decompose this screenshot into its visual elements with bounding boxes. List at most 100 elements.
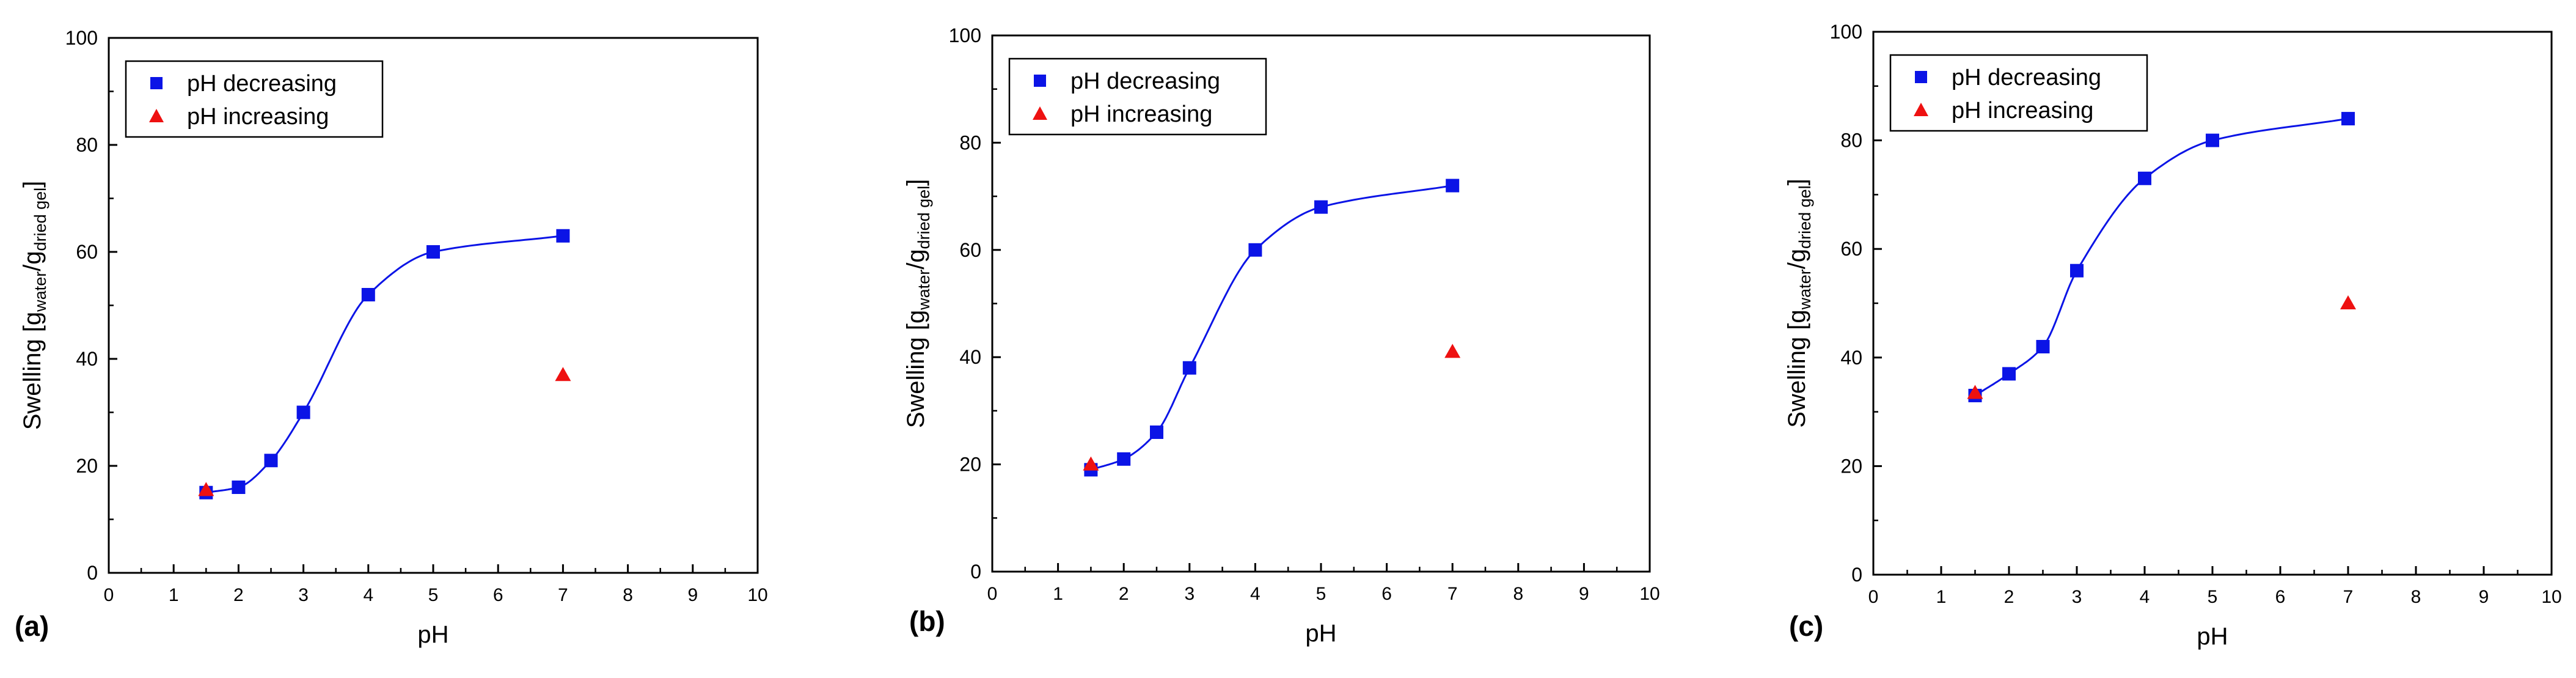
y-axis-title-end: ]	[19, 181, 46, 188]
data-point-decreasing	[426, 245, 440, 259]
x-tick-label: 7	[2343, 587, 2354, 607]
x-tick-label: 3	[298, 585, 309, 605]
legend-label: pH increasing	[187, 104, 329, 130]
legend-marker-triangle	[1914, 103, 1928, 116]
y-tick-label: 80	[959, 131, 981, 153]
data-point-decreasing	[232, 481, 246, 494]
y-axis-title-sub: dried gel	[31, 188, 49, 251]
x-tick-label: 10	[747, 585, 767, 605]
y-axis-title-sub: dried gel	[1796, 185, 1814, 249]
data-point-decreasing	[2036, 340, 2050, 354]
data-point-decreasing	[296, 405, 310, 419]
data-point-decreasing	[2138, 171, 2151, 185]
data-point-decreasing	[1117, 452, 1131, 466]
data-point-decreasing	[556, 229, 570, 243]
legend-marker-triangle	[149, 109, 164, 122]
x-axis-title: pH	[2197, 623, 2228, 650]
data-point-increasing	[1083, 456, 1099, 471]
data-point-decreasing	[264, 454, 278, 468]
x-tick-label: 2	[1119, 584, 1129, 604]
x-tick-label: 0	[1868, 587, 1879, 607]
x-tick-label: 7	[558, 585, 568, 605]
y-axis-title-end: ]	[902, 179, 929, 186]
x-tick-label: 1	[1936, 587, 1947, 607]
y-tick-label: 100	[65, 27, 98, 49]
x-tick-label: 4	[2140, 587, 2150, 607]
y-axis-title: Swelling [gwater/gdried gel]	[902, 179, 933, 429]
x-tick-label: 10	[2541, 587, 2561, 607]
fit-curve	[1090, 185, 1453, 471]
y-axis-title-sub: water	[31, 271, 49, 312]
x-tick-label: 3	[2072, 587, 2082, 607]
y-tick-label: 0	[970, 561, 981, 583]
x-axis-title: pH	[417, 621, 448, 648]
x-tick-label: 7	[1447, 584, 1458, 604]
data-point-decreasing	[1248, 243, 1262, 257]
legend-label: pH increasing	[1070, 101, 1212, 127]
panel-label: (a)	[15, 610, 49, 642]
y-tick-label: 0	[87, 562, 98, 584]
y-axis-title-main: Swelling [g	[19, 312, 46, 430]
data-point-decreasing	[1182, 361, 1196, 375]
x-tick-label: 1	[169, 585, 179, 605]
data-point-increasing	[2340, 295, 2356, 309]
legend-label: pH decreasing	[1070, 68, 1220, 94]
legend-marker-square	[1034, 75, 1046, 87]
y-axis-title-sub: dried gel	[915, 186, 933, 249]
legend-label: pH decreasing	[187, 71, 337, 97]
x-tick-label: 8	[1513, 584, 1523, 604]
panel-label: (b)	[909, 605, 945, 637]
y-tick-label: 20	[76, 455, 98, 477]
legend-marker-square	[1915, 71, 1927, 83]
x-tick-label: 9	[1579, 584, 1589, 604]
x-tick-label: 2	[2004, 587, 2014, 607]
data-point-decreasing	[2002, 367, 2016, 381]
x-tick-label: 6	[1381, 584, 1392, 604]
x-tick-label: 6	[2275, 587, 2286, 607]
legend-label: pH decreasing	[1952, 65, 2101, 90]
y-tick-label: 80	[76, 134, 98, 156]
y-tick-label: 60	[959, 239, 981, 261]
y-axis-title: Swelling [gwater/gdried gel]	[19, 181, 49, 430]
data-point-decreasing	[2206, 133, 2219, 147]
x-tick-label: 0	[104, 585, 114, 605]
x-axis-title: pH	[1305, 620, 1336, 647]
y-tick-label: 0	[1851, 564, 1862, 586]
data-point-increasing	[198, 482, 214, 496]
x-tick-label: 8	[623, 585, 633, 605]
data-point-decreasing	[1314, 200, 1328, 214]
data-point-decreasing	[2341, 112, 2355, 126]
y-axis-title-mid: /g	[1784, 249, 1810, 269]
fit-curve	[1974, 117, 2349, 397]
y-tick-label: 60	[1840, 238, 1862, 260]
data-point-decreasing	[1150, 425, 1163, 439]
legend-label: pH increasing	[1952, 98, 2093, 123]
data-point-increasing	[1967, 385, 1983, 399]
y-axis-title-sub: water	[915, 270, 933, 311]
y-tick-label: 40	[1840, 347, 1862, 369]
x-tick-label: 9	[2479, 587, 2489, 607]
y-tick-label: 100	[1830, 21, 1862, 43]
y-axis-title-main: Swelling [g	[1784, 309, 1810, 427]
legend-marker-square	[150, 77, 163, 89]
data-point-increasing	[1444, 344, 1461, 358]
y-tick-label: 20	[1840, 455, 1862, 477]
y-tick-label: 40	[959, 346, 981, 368]
y-axis-title-sub: water	[1796, 269, 1814, 310]
fit-curve	[206, 235, 563, 494]
data-point-decreasing	[2070, 263, 2084, 278]
y-axis-title-mid: /g	[19, 251, 46, 271]
x-tick-label: 5	[1316, 584, 1326, 604]
x-tick-label: 0	[987, 584, 998, 604]
x-tick-label: 10	[1639, 584, 1659, 604]
panel-label: (c)	[1789, 610, 1823, 642]
data-point-increasing	[555, 367, 571, 381]
x-tick-label: 4	[363, 585, 373, 605]
y-tick-label: 40	[76, 348, 98, 370]
y-axis-title-end: ]	[1784, 179, 1810, 185]
x-tick-label: 2	[233, 585, 244, 605]
